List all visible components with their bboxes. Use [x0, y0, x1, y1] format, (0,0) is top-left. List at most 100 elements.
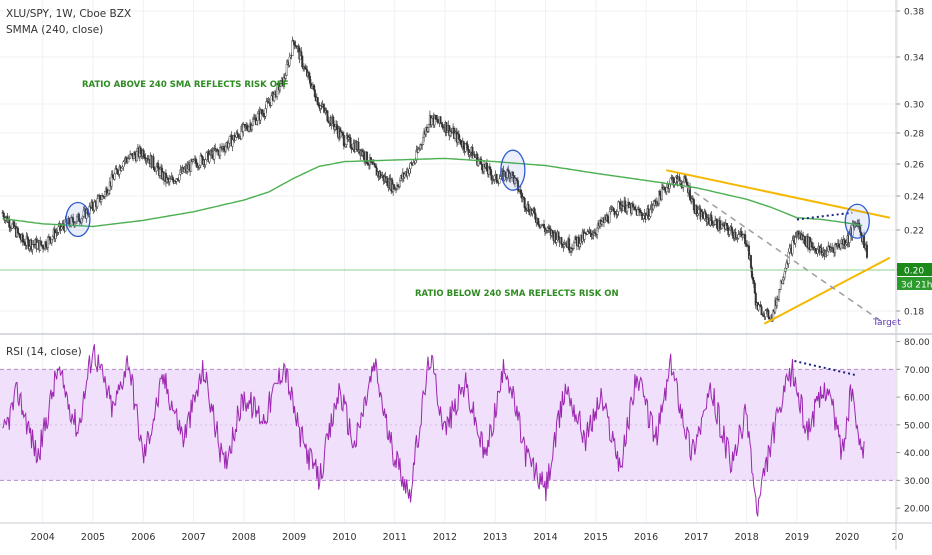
- x-tick-label: 2011: [383, 532, 407, 543]
- candle-body: [222, 146, 225, 150]
- candle-body: [788, 247, 791, 253]
- candle-body: [97, 196, 100, 199]
- price-tick-label: 0.30: [904, 101, 924, 111]
- x-tick-label: 2019: [785, 532, 809, 543]
- x-tick-label: 2008: [232, 532, 256, 543]
- candle-body: [498, 178, 501, 184]
- candle-body: [417, 149, 420, 153]
- candle-body: [439, 116, 442, 124]
- candle-body: [844, 244, 847, 246]
- x-tick-label: 2012: [433, 532, 457, 543]
- x-tick-label: 2015: [584, 532, 608, 543]
- price-tick-label: 0.28: [904, 130, 924, 140]
- rsi-band-layer: [0, 368, 895, 481]
- candle-body: [256, 113, 259, 121]
- candle-body: [236, 132, 239, 135]
- candle-body: [726, 225, 729, 231]
- symbol-legend[interactable]: XLU/SPY, 1W, Cboe BZX: [6, 8, 132, 20]
- candle-body: [16, 228, 19, 234]
- candle-body: [380, 176, 383, 178]
- candle-body: [125, 157, 128, 160]
- candle-body: [616, 211, 619, 215]
- candle-body: [21, 234, 24, 242]
- candle-body: [18, 233, 21, 239]
- candle-body: [309, 76, 312, 84]
- candle-body: [332, 116, 335, 125]
- candle-body: [228, 136, 231, 144]
- x-tick-label: 2013: [483, 532, 507, 543]
- candle-body: [626, 205, 629, 212]
- candle-body: [642, 215, 645, 219]
- candle-body: [557, 231, 560, 239]
- smma-legend[interactable]: SMMA (240, close): [6, 24, 104, 36]
- candle-body: [608, 211, 611, 223]
- candle-body: [166, 177, 169, 180]
- candle-body: [199, 155, 202, 166]
- candle-body: [208, 154, 211, 163]
- candle-body: [764, 310, 767, 317]
- candle-body: [760, 306, 763, 315]
- candle-body: [234, 136, 237, 141]
- candle-body: [782, 277, 785, 281]
- upper-trendline: [666, 169, 891, 219]
- candle-body: [798, 235, 801, 238]
- price-tick-label: 0.18: [904, 308, 924, 318]
- candle-body: [342, 134, 345, 146]
- candle-body: [28, 246, 31, 250]
- candle-body: [578, 243, 581, 247]
- candle-body: [426, 127, 429, 132]
- main-legend: XLU/SPY, 1W, Cboe BZX SMMA (240, close): [6, 6, 131, 38]
- candle-body: [737, 234, 740, 239]
- current-price-badge: [897, 263, 932, 276]
- price-tick-label: 0.24: [904, 193, 924, 203]
- candle-body: [273, 94, 276, 101]
- candle-body: [204, 159, 207, 165]
- rsi-tick-label: 40.00: [904, 449, 930, 459]
- x-tick-label: 2018: [735, 532, 759, 543]
- lower-trendline: [763, 256, 891, 325]
- candle-body: [648, 216, 651, 219]
- candle-body: [436, 118, 439, 123]
- candle-body: [716, 219, 719, 229]
- candle-body: [665, 187, 668, 192]
- rsi-tick-label: 80.00: [904, 338, 930, 348]
- candle-body: [316, 97, 319, 105]
- candle-body: [468, 152, 471, 155]
- annotation-risk-off: RATIO ABOVE 240 SMA REFLECTS RISK OFF: [82, 80, 289, 90]
- candle-body: [46, 237, 49, 248]
- candle-body: [262, 113, 265, 117]
- candle-body: [531, 210, 534, 214]
- candle-body: [594, 232, 597, 235]
- candle-body: [777, 289, 780, 300]
- candle-body: [219, 147, 222, 156]
- candle-body: [227, 142, 230, 148]
- candle-body: [363, 151, 366, 161]
- candle-body: [26, 236, 29, 240]
- candle-body: [270, 95, 273, 106]
- candle-body: [704, 211, 707, 215]
- annotation-target: Target: [872, 318, 901, 328]
- candle-body: [601, 221, 604, 225]
- candle-body: [534, 212, 537, 220]
- candle-body: [753, 283, 756, 294]
- candle-body: [728, 230, 731, 235]
- candle-body: [668, 184, 671, 189]
- candle-body: [171, 176, 174, 181]
- highlight-ellipse: [844, 203, 870, 239]
- rsi-legend[interactable]: RSI (14, close): [6, 346, 82, 358]
- candle-body: [810, 241, 813, 248]
- candle-body: [473, 154, 476, 157]
- rsi-tick-label: 50.00: [904, 421, 930, 431]
- candle-body: [293, 41, 296, 46]
- candle-body: [246, 125, 249, 129]
- x-tick-label: 20: [891, 532, 903, 543]
- candle-body: [488, 166, 491, 170]
- candle-body: [153, 167, 156, 170]
- current-price-value: 0.20: [904, 267, 924, 277]
- candle-body: [834, 244, 837, 254]
- candle-body: [752, 279, 755, 284]
- candle-body: [684, 176, 687, 179]
- x-tick-label: 2004: [31, 532, 55, 543]
- candle-body: [489, 168, 492, 176]
